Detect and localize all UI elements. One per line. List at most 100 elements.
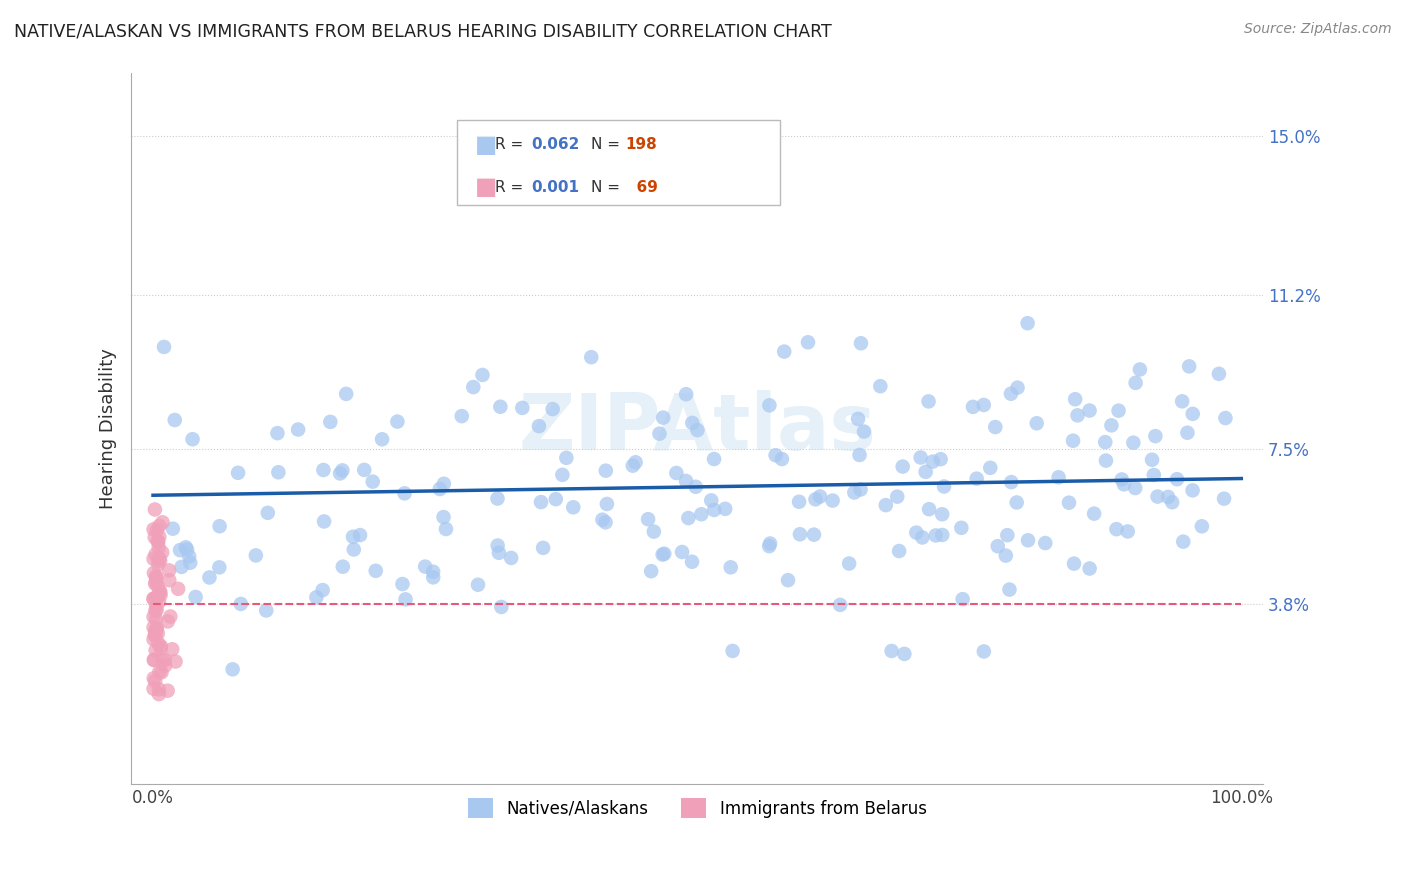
Point xyxy=(846,412,869,426)
Point xyxy=(1111,473,1133,487)
Point xyxy=(1161,495,1184,509)
Point xyxy=(640,564,662,578)
Point xyxy=(433,476,456,491)
Point xyxy=(685,480,707,494)
Point xyxy=(229,597,252,611)
Point xyxy=(973,398,995,412)
Point xyxy=(142,609,165,624)
Point xyxy=(994,549,1017,563)
Point xyxy=(148,552,170,566)
Point xyxy=(491,599,513,614)
Point xyxy=(148,595,170,609)
Point xyxy=(838,557,860,571)
Point xyxy=(422,570,444,584)
Point xyxy=(979,460,1001,475)
Point xyxy=(364,564,387,578)
Point xyxy=(759,536,782,550)
Text: 0.062: 0.062 xyxy=(531,137,579,152)
Point xyxy=(562,500,585,515)
Point xyxy=(1105,522,1128,536)
Point xyxy=(143,628,166,642)
Point xyxy=(434,522,457,536)
Point xyxy=(156,615,179,629)
Point xyxy=(332,559,354,574)
Text: ■: ■ xyxy=(475,133,498,156)
Point xyxy=(170,560,193,574)
Point xyxy=(530,495,553,509)
Point xyxy=(174,541,197,555)
Point xyxy=(621,458,644,473)
Point xyxy=(1000,475,1022,490)
Point xyxy=(145,604,167,618)
Point xyxy=(391,577,413,591)
Point xyxy=(349,528,371,542)
Point xyxy=(581,350,603,364)
Text: N =: N = xyxy=(591,137,624,152)
Point xyxy=(146,534,169,549)
Point xyxy=(153,653,176,667)
Point xyxy=(145,570,167,584)
Point xyxy=(143,576,166,591)
Point xyxy=(198,570,221,584)
Point xyxy=(952,592,974,607)
Point xyxy=(142,566,165,580)
Point xyxy=(184,590,207,604)
Point xyxy=(353,463,375,477)
Point xyxy=(1047,470,1070,484)
Point xyxy=(665,466,688,480)
Point xyxy=(371,432,394,446)
Point xyxy=(142,592,165,607)
Point xyxy=(329,467,352,481)
Point xyxy=(787,495,810,509)
Point xyxy=(150,545,173,559)
Point xyxy=(624,455,647,469)
Point xyxy=(312,463,335,477)
Point xyxy=(950,521,973,535)
Point xyxy=(165,655,187,669)
Point xyxy=(931,528,953,542)
Point xyxy=(714,501,737,516)
Point xyxy=(1007,381,1029,395)
Point xyxy=(932,479,955,493)
Point xyxy=(1112,477,1135,491)
Point xyxy=(891,459,914,474)
Point xyxy=(758,398,780,412)
Point xyxy=(1094,435,1116,450)
Point xyxy=(146,579,169,593)
Point xyxy=(758,539,780,553)
Point xyxy=(678,511,700,525)
Point xyxy=(995,528,1018,542)
Point xyxy=(1005,495,1028,509)
Point xyxy=(146,523,169,537)
Point xyxy=(1063,557,1085,571)
Point xyxy=(486,491,509,506)
Point xyxy=(145,603,167,617)
Point xyxy=(803,527,825,541)
Point xyxy=(143,628,166,642)
Point xyxy=(142,632,165,647)
Point xyxy=(703,452,725,467)
Point xyxy=(489,400,512,414)
Point xyxy=(911,531,934,545)
Point xyxy=(1143,467,1166,482)
Point xyxy=(1108,403,1130,417)
Point xyxy=(637,512,659,526)
Point xyxy=(142,681,165,696)
Point xyxy=(1078,561,1101,575)
Point xyxy=(555,450,578,465)
Point xyxy=(1157,490,1180,504)
Point xyxy=(149,554,172,568)
Point xyxy=(595,464,617,478)
Point xyxy=(394,486,416,500)
Point xyxy=(931,508,953,522)
Point xyxy=(675,387,697,401)
Point xyxy=(267,465,290,479)
Point xyxy=(142,551,165,566)
Point xyxy=(181,432,204,446)
Point xyxy=(145,574,167,589)
Point xyxy=(848,448,870,462)
Point xyxy=(153,658,176,673)
Point xyxy=(148,541,170,555)
Point xyxy=(648,426,671,441)
Point xyxy=(910,450,932,465)
